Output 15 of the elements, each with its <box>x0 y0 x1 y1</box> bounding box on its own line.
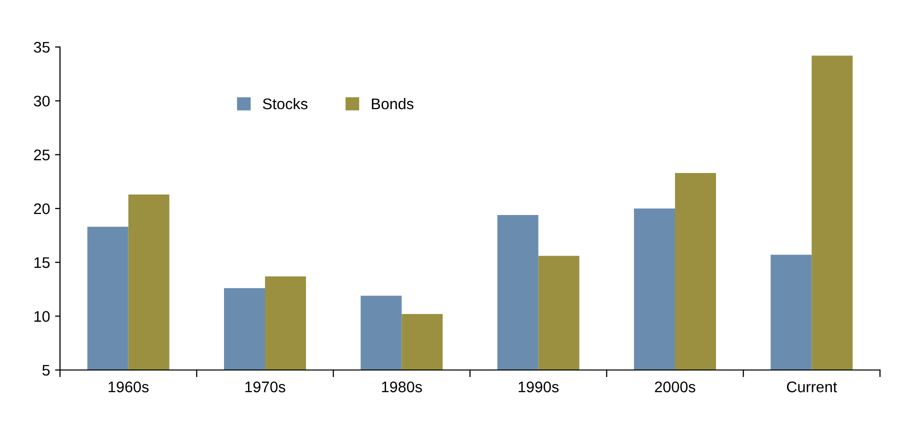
x-tick-label: 1970s <box>245 382 286 392</box>
x-tick-label: 1990s <box>518 382 559 392</box>
y-tick-label: 30 <box>34 96 50 107</box>
legend-label: Bonds <box>372 98 414 110</box>
y-tick-label: 35 <box>34 42 50 53</box>
legend-label: Stocks <box>262 98 308 110</box>
y-tick-label: 25 <box>34 150 50 160</box>
x-tick-label: 1980s <box>382 382 422 392</box>
x-tick-label: Current <box>786 382 838 392</box>
y-tick-label: 20 <box>34 203 50 214</box>
x-tick-label: 2000s <box>654 382 696 392</box>
y-tick-label: 5 <box>42 365 50 376</box>
x-tick-label: 1960s <box>108 382 149 392</box>
y-tick-label: 10 <box>34 311 50 322</box>
y-tick-label: 15 <box>34 257 50 268</box>
